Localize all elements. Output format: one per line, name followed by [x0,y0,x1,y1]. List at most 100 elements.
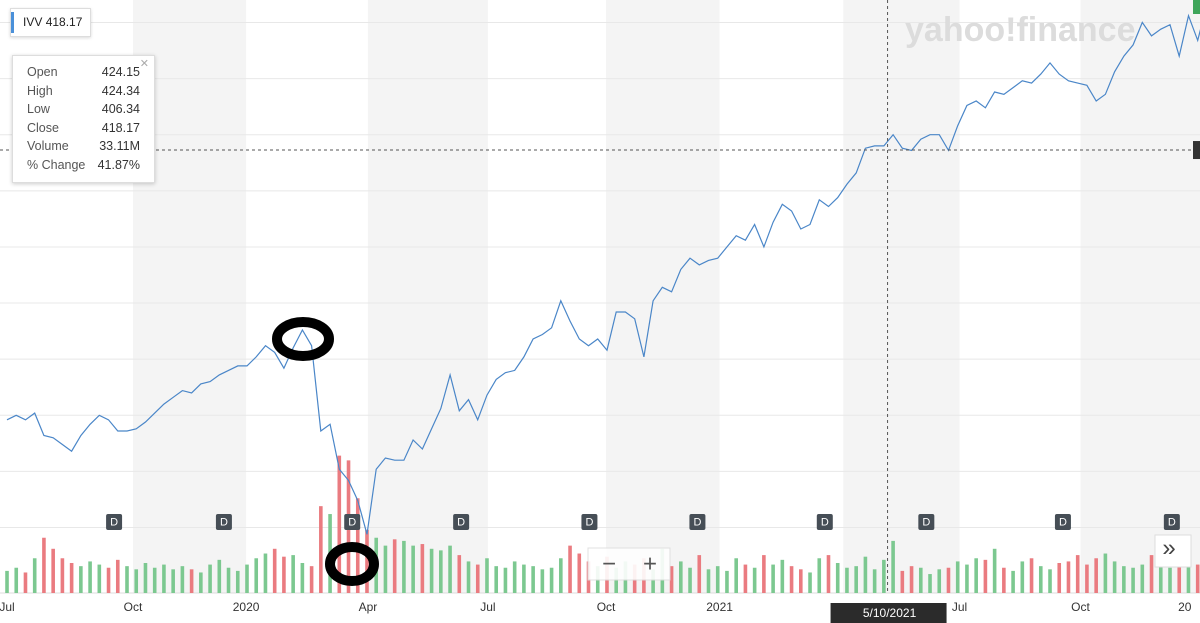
tooltip-value: 424.34 [101,83,140,98]
last-flag [1193,0,1200,14]
volume-bar [863,556,868,593]
more-box [1154,534,1192,568]
x-tick-label: Apr [359,600,378,614]
dividend-marker[interactable]: D [816,514,833,530]
volume-bar [1168,567,1172,593]
volume-bar [439,550,443,593]
price-line [6,13,1200,535]
volume-bar [752,567,757,593]
dividend-label: D [821,516,829,528]
volume-bar [568,545,572,593]
tooltip-name: High [27,83,53,98]
volume-bar [1057,563,1062,593]
dividend-box [106,514,123,530]
volume-bar [946,567,951,593]
x-tick-label: Jul [480,600,495,614]
x-tick-label: Jul [0,600,15,614]
volume-bar [466,561,471,593]
zoom-box [587,547,671,581]
more-button[interactable]: » [1162,534,1175,561]
dividend-marker[interactable]: D [106,514,123,530]
volume-bar [1094,558,1098,593]
crosshair-date: 5/10/2021 [863,606,917,620]
shaded-band [367,0,488,593]
volume-bar [134,569,139,593]
shaded-band [843,0,960,593]
dividend-marker[interactable]: D [1163,514,1180,530]
dividend-box [918,514,935,530]
volume-bar [762,555,766,593]
volume-bar [1066,561,1071,593]
volume-bar [798,569,803,593]
volume-bar [79,566,83,593]
tooltip-row: Volume 33.11M [13,137,154,156]
volume-bar [1158,561,1163,593]
volume-bar [14,567,19,593]
volume-bar [309,566,314,593]
tooltip: ✕ Open 424.15 High 424.34 Low 406.34 Close 418.1… [12,55,155,183]
volume-bar [992,548,997,593]
tooltip-value: 41.87% [97,157,140,172]
tooltip-row: Open 424.15 [13,63,154,82]
dividend-marker[interactable]: D [918,514,935,530]
scribble [272,317,334,361]
volume-bar [88,561,92,593]
volume-bar [217,559,222,593]
dividend-marker[interactable]: D [1054,514,1071,530]
volume-bar [1140,564,1145,593]
volume-bar [1075,555,1080,593]
volume-bar [208,564,212,593]
volume-bar [23,572,28,593]
volume-bar [32,558,37,593]
volume-bar [429,548,434,593]
tooltip-name: Volume [27,139,69,153]
dividend-marker[interactable]: D [581,514,598,530]
volume-bar [485,558,489,593]
volume-bar [162,564,166,593]
zoom-button[interactable]: − [602,550,616,577]
dividend-box [344,514,361,530]
dividend-marker[interactable]: D [453,514,470,530]
volume-bar [928,574,932,593]
dividend-label: D [457,516,465,528]
volume-bar [125,566,129,593]
tooltip-row: % Change 41.87% [13,156,154,175]
volume-bar [900,570,905,593]
volume-bar [392,539,397,593]
volume-bar [845,567,849,593]
volume-bar [918,567,923,593]
dividend-label: D [220,516,228,528]
volume-bar [771,564,775,593]
volume-bar [457,555,462,593]
volume-bar [937,569,942,593]
volume-bar [420,544,425,593]
symbol: IVV [23,15,43,29]
dividend-marker[interactable]: D [344,514,361,530]
volume-bar [909,566,914,593]
volume-bar [106,567,111,593]
tooltip-name: Low [27,102,50,116]
tooltip-rows: Open 424.15 High 424.34 Low 406.34 Close 418.17… [13,56,154,174]
dividend-marker[interactable]: D [689,514,706,530]
volume-bar [743,564,748,593]
volume-bar [1011,570,1015,593]
x-tick-label: 2020 [233,600,260,614]
volume-bar [725,570,729,593]
watermark: yahoo!finance [905,11,1135,49]
last-price: 418.17 [45,15,83,29]
close-icon[interactable]: ✕ [139,58,149,70]
x-tick-label: Oct [597,600,616,614]
volume-bar [1112,561,1117,593]
dividend-marker[interactable]: D [215,514,232,530]
tooltip-value: 406.34 [101,102,140,116]
dividend-box [581,514,598,530]
dividend-box [816,514,833,530]
volume-bar [1002,567,1006,593]
zoom-button[interactable]: + [643,550,657,577]
tooltip-value: 33.11M [99,139,140,153]
volume-bar [115,559,120,593]
crosshair-date-box [830,603,947,623]
volume-bar [1149,555,1154,593]
volume-bar [411,545,415,593]
